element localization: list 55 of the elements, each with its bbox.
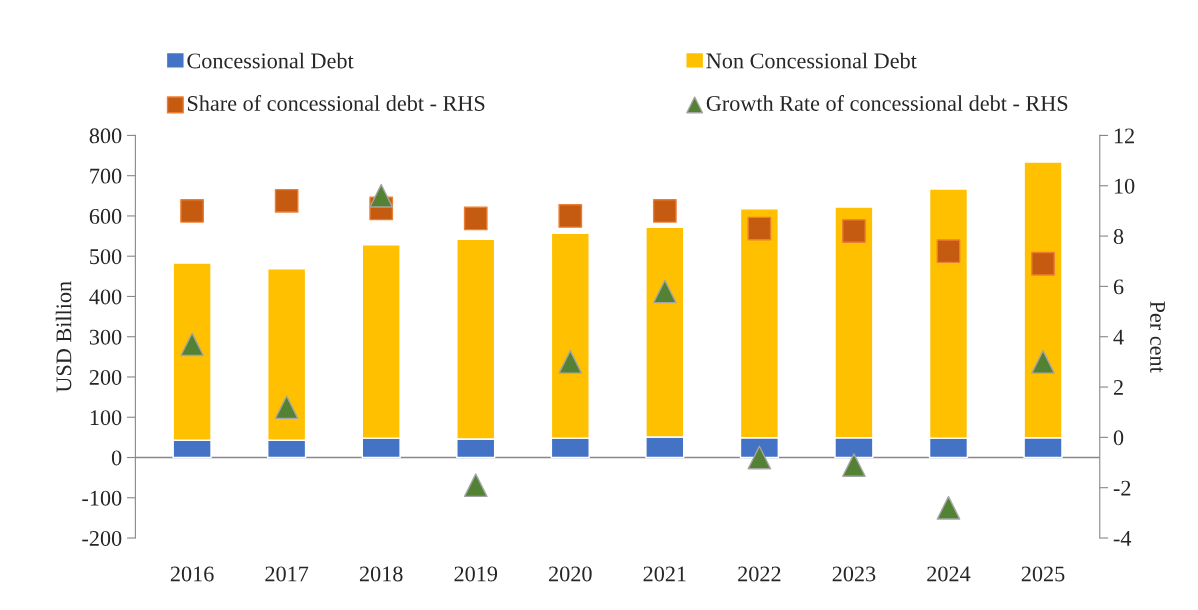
y-tick-label: 600 <box>89 208 122 224</box>
y-tick-label: 800 <box>89 128 122 144</box>
y-tick-label: 700 <box>90 168 122 184</box>
x-tick-label: 2021 <box>643 566 686 582</box>
y2-tick-label: 10 <box>1114 178 1135 194</box>
point <box>180 199 204 223</box>
point <box>463 473 488 498</box>
legend-label: Non Concessional Debt <box>706 52 917 69</box>
y2-tick-label: 6 <box>1113 279 1124 295</box>
x-tick-label: 2019 <box>454 566 498 582</box>
y2-tick-label: 0 <box>1113 430 1124 446</box>
y-tick-label: -200 <box>82 530 122 546</box>
y-tick-label: 0 <box>111 450 122 466</box>
y-tick-label: 400 <box>89 289 122 305</box>
x-tick-label: 2024 <box>927 566 971 582</box>
point <box>842 453 866 477</box>
point <box>180 332 204 357</box>
x-tick-label: 2017 <box>265 566 309 582</box>
legend-label: Concessional Debt <box>187 52 354 69</box>
point <box>842 219 866 243</box>
y2-tick-label: -2 <box>1113 480 1131 496</box>
point <box>936 495 961 520</box>
point <box>274 188 299 213</box>
point <box>747 216 772 241</box>
point <box>652 279 677 304</box>
point <box>1031 251 1055 276</box>
point <box>558 349 583 374</box>
point <box>1031 349 1055 374</box>
y2-axis-title: Per cent <box>1150 301 1165 373</box>
x-tick-label: 2016 <box>170 566 214 582</box>
point <box>558 204 583 228</box>
point <box>652 199 677 223</box>
y-tick-label: 300 <box>89 329 122 345</box>
x-tick-label: 2022 <box>738 566 781 582</box>
y-axis-title: USD Billion <box>55 281 72 393</box>
y-tick-label: 500 <box>90 249 122 265</box>
legend-label: Growth Rate of concessional debt - RHS <box>706 95 1068 111</box>
y2-tick-label: 12 <box>1114 128 1134 144</box>
y2-tick-label: 2 <box>1113 380 1123 395</box>
y2-tick-label: 8 <box>1113 229 1124 244</box>
point <box>747 445 772 470</box>
legend-label: Share of concessional debt - RHS <box>187 95 485 111</box>
y2-tick-label: -4 <box>1113 531 1132 546</box>
point <box>463 206 488 231</box>
y-tick-label: -100 <box>82 490 122 506</box>
point <box>274 395 299 420</box>
point <box>369 183 394 208</box>
x-tick-label: 2023 <box>832 566 876 582</box>
point <box>936 239 961 264</box>
x-tick-label: 2018 <box>359 566 403 582</box>
y2-tick-label: 4 <box>1113 329 1124 345</box>
x-tick-label: 2020 <box>549 566 592 582</box>
x-tick-label: 2025 <box>1021 566 1065 582</box>
y-tick-label: 200 <box>89 369 122 385</box>
y-tick-label: 100 <box>90 410 122 426</box>
